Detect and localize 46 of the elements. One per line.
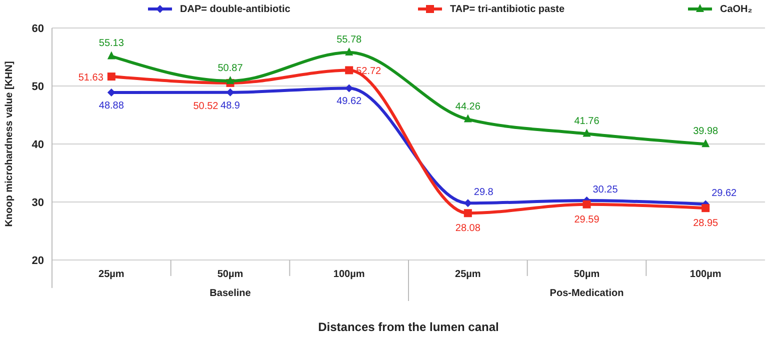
point [345,47,354,56]
legend-label: CaOH₂ [720,4,752,15]
data-label: 50.52 [193,100,219,112]
point [702,139,710,148]
text: Pos-Medication [550,288,624,299]
x-tick-label: 25µm [455,269,481,280]
data-label: 48.88 [98,100,124,112]
data-label: 29.62 [712,188,738,200]
data-label: 28.08 [455,223,481,234]
data-label: 39.98 [693,126,719,138]
x-tick-label: 50µm [217,269,244,280]
point [107,51,116,60]
y-tick-label: 60 [32,22,44,35]
data-label: 30.25 [592,184,618,196]
point [226,76,234,84]
data-label: 44.26 [455,101,481,112]
point [702,204,710,212]
text: Baseline [210,288,252,299]
y-tick-label: 20 [32,254,44,267]
point [582,200,591,208]
x-tick-label: 100µm [690,269,722,280]
y-tick-label: 30 [32,196,44,209]
data-label: 29.8 [474,187,494,198]
point [107,72,116,81]
point [464,209,472,218]
x-tick-label: 25µm [98,269,124,280]
y-axis-title: Knoop microhardness value [KHN] [4,61,15,227]
point [464,114,472,122]
legend-label: TAP= tri-antibiotic paste [450,4,565,15]
data-label: 55.13 [98,38,124,50]
y-tick-label: 50 [32,80,44,93]
point [582,128,591,137]
x-tick-label: 100µm [333,269,365,280]
point [345,66,354,74]
data-label: 51.63 [78,72,104,84]
y-tick-label: 40 [32,138,44,151]
data-label: 28.95 [693,218,719,230]
data-label: 41.76 [574,116,600,127]
x-tick-label: 50µm [574,269,600,280]
data-label: 49.62 [336,96,362,108]
data-label: 50.87 [218,62,244,74]
legend-label: DAP= double-antibiotic [180,4,291,15]
data-label: 48.9 [220,100,240,112]
data-label: 29.59 [574,214,600,226]
x-axis-title: Distances from the lumen canal [318,320,499,334]
data-label: 55.78 [336,34,362,46]
